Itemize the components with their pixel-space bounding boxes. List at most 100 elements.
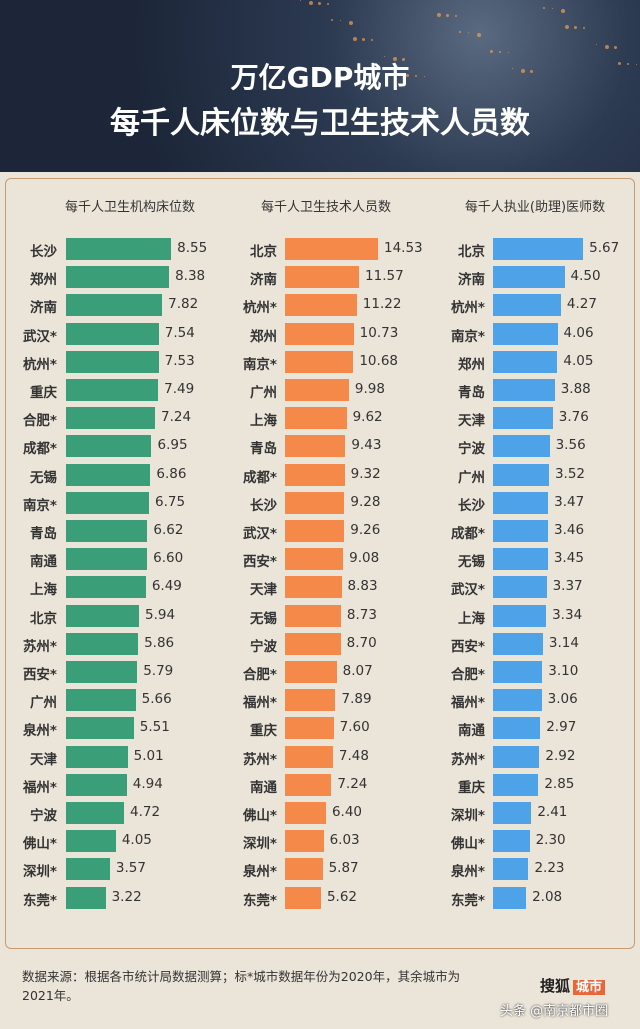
light-dot <box>561 9 565 13</box>
light-dot <box>574 26 577 29</box>
category-label: 郑州 <box>250 328 277 345</box>
header-banner: 万亿GDP城市 每千人床位数与卫生技术人员数 <box>0 0 640 172</box>
value-label: 3.37 <box>552 578 583 595</box>
category-label: 佛山* <box>450 836 485 853</box>
value-label: 5.01 <box>133 747 164 764</box>
watermark: 头条 @南京都市圈 <box>500 1004 609 1019</box>
value-label: 6.62 <box>153 522 184 538</box>
value-label: 10.73 <box>359 324 399 341</box>
value-label: 4.05 <box>121 832 152 849</box>
bar <box>66 802 125 824</box>
light-dot <box>300 0 301 1</box>
value-label: 7.24 <box>337 775 368 792</box>
value-label: 9.43 <box>351 437 382 454</box>
category-label: 杭州* <box>242 300 277 317</box>
bar <box>493 689 542 712</box>
value-label: 7.89 <box>341 691 372 708</box>
category-label: 佛山* <box>242 808 277 824</box>
category-label: 西安* <box>22 667 57 683</box>
bar <box>493 632 543 655</box>
bar <box>285 407 347 430</box>
category-label: 东莞* <box>22 892 57 909</box>
value-label: 2.23 <box>534 860 565 877</box>
bar <box>493 576 547 599</box>
bar <box>493 520 548 542</box>
value-label: 6.49 <box>151 578 182 595</box>
value-label: 14.53 <box>383 240 423 256</box>
value-label: 7.82 <box>168 296 199 313</box>
category-label: 南通 <box>30 554 57 571</box>
category-label: 成都* <box>22 441 57 458</box>
chart-panel <box>5 178 635 949</box>
category-label: 合肥* <box>450 667 485 683</box>
value-label: 3.56 <box>555 437 586 454</box>
bar <box>285 238 378 260</box>
bar <box>66 435 152 458</box>
light-dot <box>309 1 313 5</box>
value-label: 8.73 <box>346 606 377 623</box>
value-label: 5.67 <box>589 240 620 256</box>
category-label: 重庆 <box>30 385 57 401</box>
bar <box>66 717 134 740</box>
bar <box>66 661 138 683</box>
value-label: 3.47 <box>554 493 585 510</box>
value-label: 9.62 <box>352 409 383 426</box>
value-label: 11.22 <box>362 296 402 313</box>
bar <box>66 858 110 881</box>
category-label: 广州 <box>458 469 485 486</box>
bar <box>493 830 530 853</box>
bar <box>285 717 334 740</box>
category-label: 南京* <box>22 497 57 514</box>
bar <box>66 604 140 627</box>
category-label: 上海 <box>250 413 277 430</box>
value-label: 6.40 <box>331 804 363 820</box>
category-label: 重庆 <box>458 779 485 796</box>
bar <box>285 576 342 599</box>
bar <box>285 294 357 317</box>
bar <box>66 491 150 514</box>
value-label: 7.24 <box>161 409 192 426</box>
bar <box>493 407 553 430</box>
bar <box>285 632 341 655</box>
value-label: 9.98 <box>354 381 385 397</box>
bar <box>285 463 345 486</box>
light-dot <box>596 44 597 45</box>
logo-text: 搜狐 <box>540 977 571 995</box>
category-label: 东莞* <box>450 892 485 909</box>
light-dot <box>618 62 621 65</box>
value-label: 5.79 <box>143 663 174 679</box>
light-dot <box>521 69 525 73</box>
value-label: 3.22 <box>111 888 142 905</box>
category-label: 南通 <box>250 779 277 796</box>
value-label: 3.14 <box>548 634 579 651</box>
category-label: 宁波 <box>250 638 277 655</box>
bar <box>285 322 354 345</box>
value-label: 2.92 <box>545 747 576 764</box>
category-label: 重庆 <box>250 723 277 740</box>
bar <box>493 238 584 260</box>
bar <box>285 858 323 881</box>
category-label: 泉州* <box>22 723 57 740</box>
category-label: 福州* <box>22 779 57 796</box>
bar <box>66 689 136 712</box>
category-label: 北京 <box>458 244 485 260</box>
bar <box>285 435 346 458</box>
category-label: 无锡 <box>250 610 277 627</box>
bar <box>285 802 326 824</box>
logo-badge: 城市 <box>573 980 606 995</box>
light-dot <box>371 39 373 41</box>
value-label: 3.52 <box>554 465 586 482</box>
light-dot <box>543 7 545 9</box>
value-label: 4.06 <box>563 324 594 341</box>
light-dot <box>459 31 461 33</box>
source-note: 数据来源：根据各市统计局数据测算；标*城市数据年份为2020年，其余城市为202… <box>22 969 461 1003</box>
category-label: 佛山* <box>22 836 57 853</box>
category-label: 北京 <box>30 610 57 627</box>
value-label: 10.68 <box>359 352 398 369</box>
category-label: 青岛 <box>458 385 485 401</box>
bar <box>285 773 332 796</box>
category-label: 深圳* <box>450 808 485 824</box>
category-label: 长沙 <box>250 497 277 514</box>
value-label: 11.57 <box>365 268 404 285</box>
value-label: 4.27 <box>566 296 597 313</box>
